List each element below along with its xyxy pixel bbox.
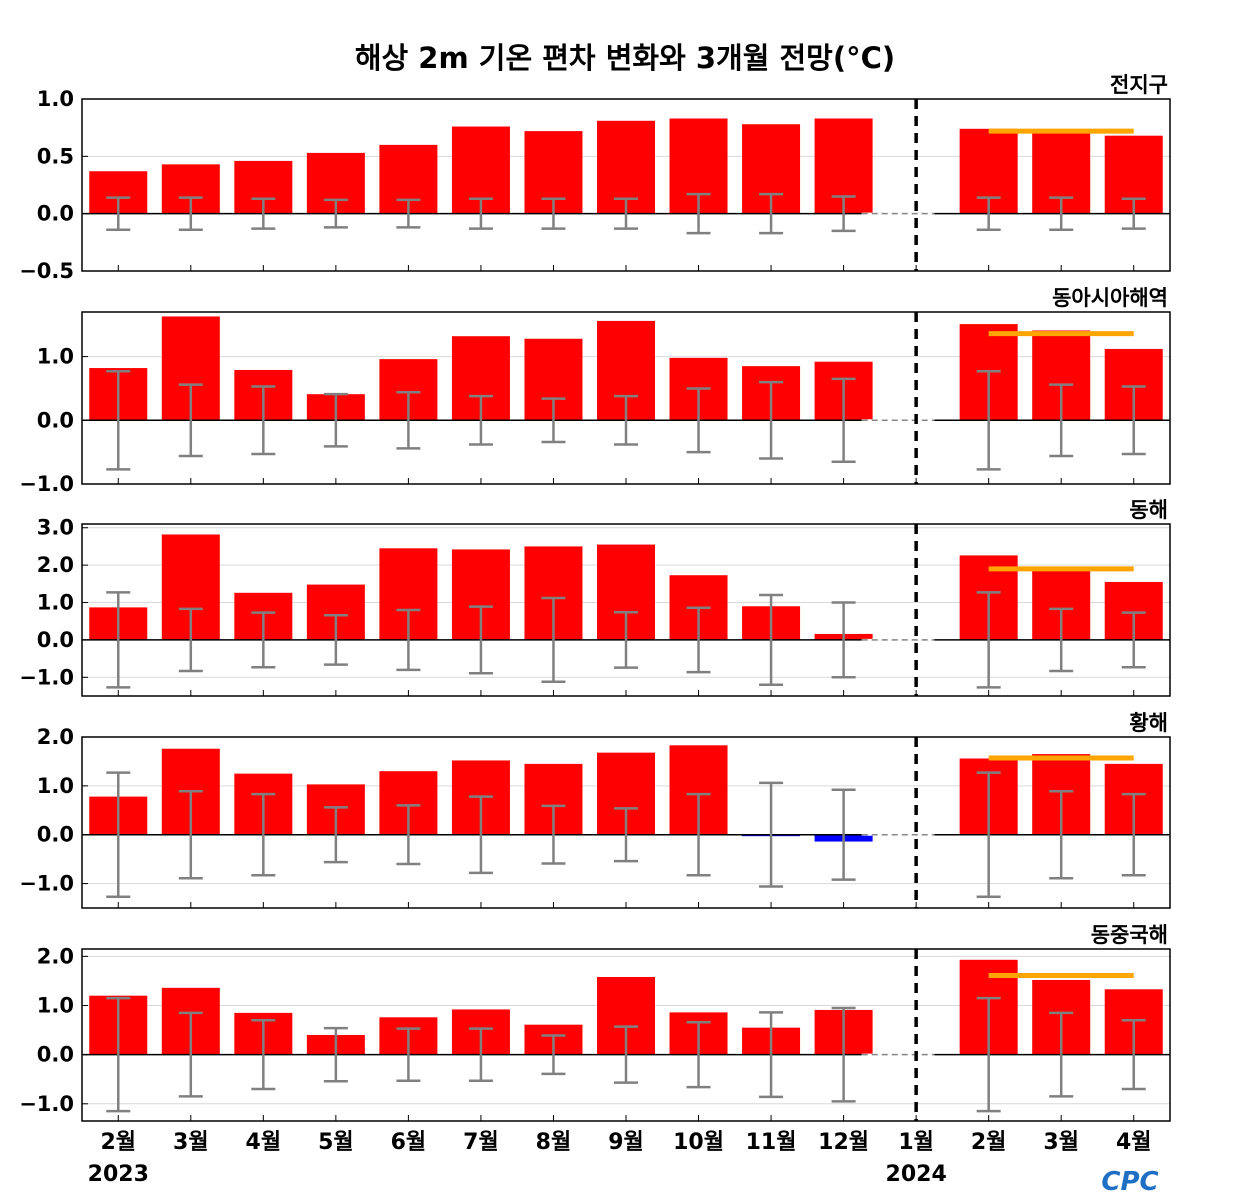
x-tick-label: 11월: [746, 1130, 797, 1155]
y-tick-label: 0.0: [37, 628, 74, 652]
panel-3: −1.0 0.0 1.0 2.0 3.0 동해: [19, 498, 1171, 697]
y-tick-label: 1.0: [37, 994, 74, 1018]
y-tick-label: 0.0: [37, 408, 74, 432]
x-tick-label: 12월: [818, 1130, 869, 1155]
panel-frame: [81, 311, 1171, 485]
y-tick-label: −1.0: [19, 665, 74, 689]
x-tick-label: 3월: [173, 1130, 209, 1155]
panel-title: 동해: [1129, 498, 1168, 522]
chart-panels: −0.5 0.0 0.5 1.0 전지구 −1.0 0.0 1.0 동아시아해역 −1.0 0.0 1…: [19, 73, 1171, 1122]
x-tick-label: 2월: [100, 1130, 136, 1155]
x-tick-label: 1월: [898, 1130, 934, 1155]
cpc-logo: CPC: [1101, 1167, 1158, 1197]
x-axis: 2월 3월 4월 5월 6월 7월 8월 9월 10월 11월 12월 1월 2월 3월 4월 2023 202…: [88, 1130, 1152, 1187]
x-tick-label: 4월: [246, 1130, 282, 1155]
x-tick-label: 4월: [1116, 1130, 1152, 1155]
y-tick-label: 3.0: [37, 516, 74, 540]
y-tick-label: 0.0: [37, 1043, 74, 1067]
y-tick-label: 0.0: [37, 823, 74, 847]
panel-title: 동중국해: [1091, 923, 1168, 947]
x-tick-label: 9월: [608, 1130, 644, 1155]
year-label: 2023: [88, 1162, 149, 1187]
cpc-logo-text: CPC: [1101, 1167, 1158, 1197]
panel-frame: [81, 523, 1171, 697]
y-tick-label: −1.0: [19, 1092, 74, 1116]
x-tick-label: 5월: [318, 1130, 354, 1155]
y-tick-label: 1.0: [37, 774, 74, 798]
y-tick-label: 2.0: [37, 553, 74, 577]
y-tick-label: −0.5: [19, 259, 74, 283]
y-tick-label: 2.0: [37, 944, 74, 968]
y-tick-label: 1.0: [37, 87, 74, 111]
panel-5: −1.0 0.0 1.0 2.0 동중국해: [19, 923, 1171, 1122]
panel-1: −0.5 0.0 0.5 1.0 전지구: [19, 73, 1171, 283]
panel-frame: [81, 98, 1171, 272]
panel-title: 동아시아해역: [1052, 286, 1168, 310]
chart-title: 해상 2m 기온 편차 변화와 3개월 전망(°C): [355, 41, 895, 75]
year-label: 2024: [886, 1162, 947, 1187]
x-tick-label: 6월: [391, 1130, 427, 1155]
x-tick-label: 3월: [1043, 1130, 1079, 1155]
panel-title: 황해: [1129, 711, 1168, 735]
y-tick-label: −1.0: [19, 472, 74, 496]
y-tick-label: 0.0: [37, 202, 74, 226]
panel-frame: [81, 736, 1171, 909]
x-tick-label: 10월: [673, 1130, 724, 1155]
y-tick-label: 0.5: [37, 144, 74, 168]
y-tick-label: −1.0: [19, 872, 74, 896]
y-tick-label: 1.0: [37, 345, 74, 369]
y-tick-label: 1.0: [37, 591, 74, 615]
panel-4: −1.0 0.0 1.0 2.0 황해: [19, 711, 1171, 909]
x-tick-label: 7월: [463, 1130, 499, 1155]
x-tick-label: 8월: [536, 1130, 572, 1155]
y-tick-label: 2.0: [37, 725, 74, 749]
panel-frame: [81, 948, 1171, 1122]
x-tick-label: 2월: [971, 1130, 1007, 1155]
panel-2: −1.0 0.0 1.0 동아시아해역: [19, 286, 1171, 496]
panel-title: 전지구: [1110, 73, 1168, 97]
